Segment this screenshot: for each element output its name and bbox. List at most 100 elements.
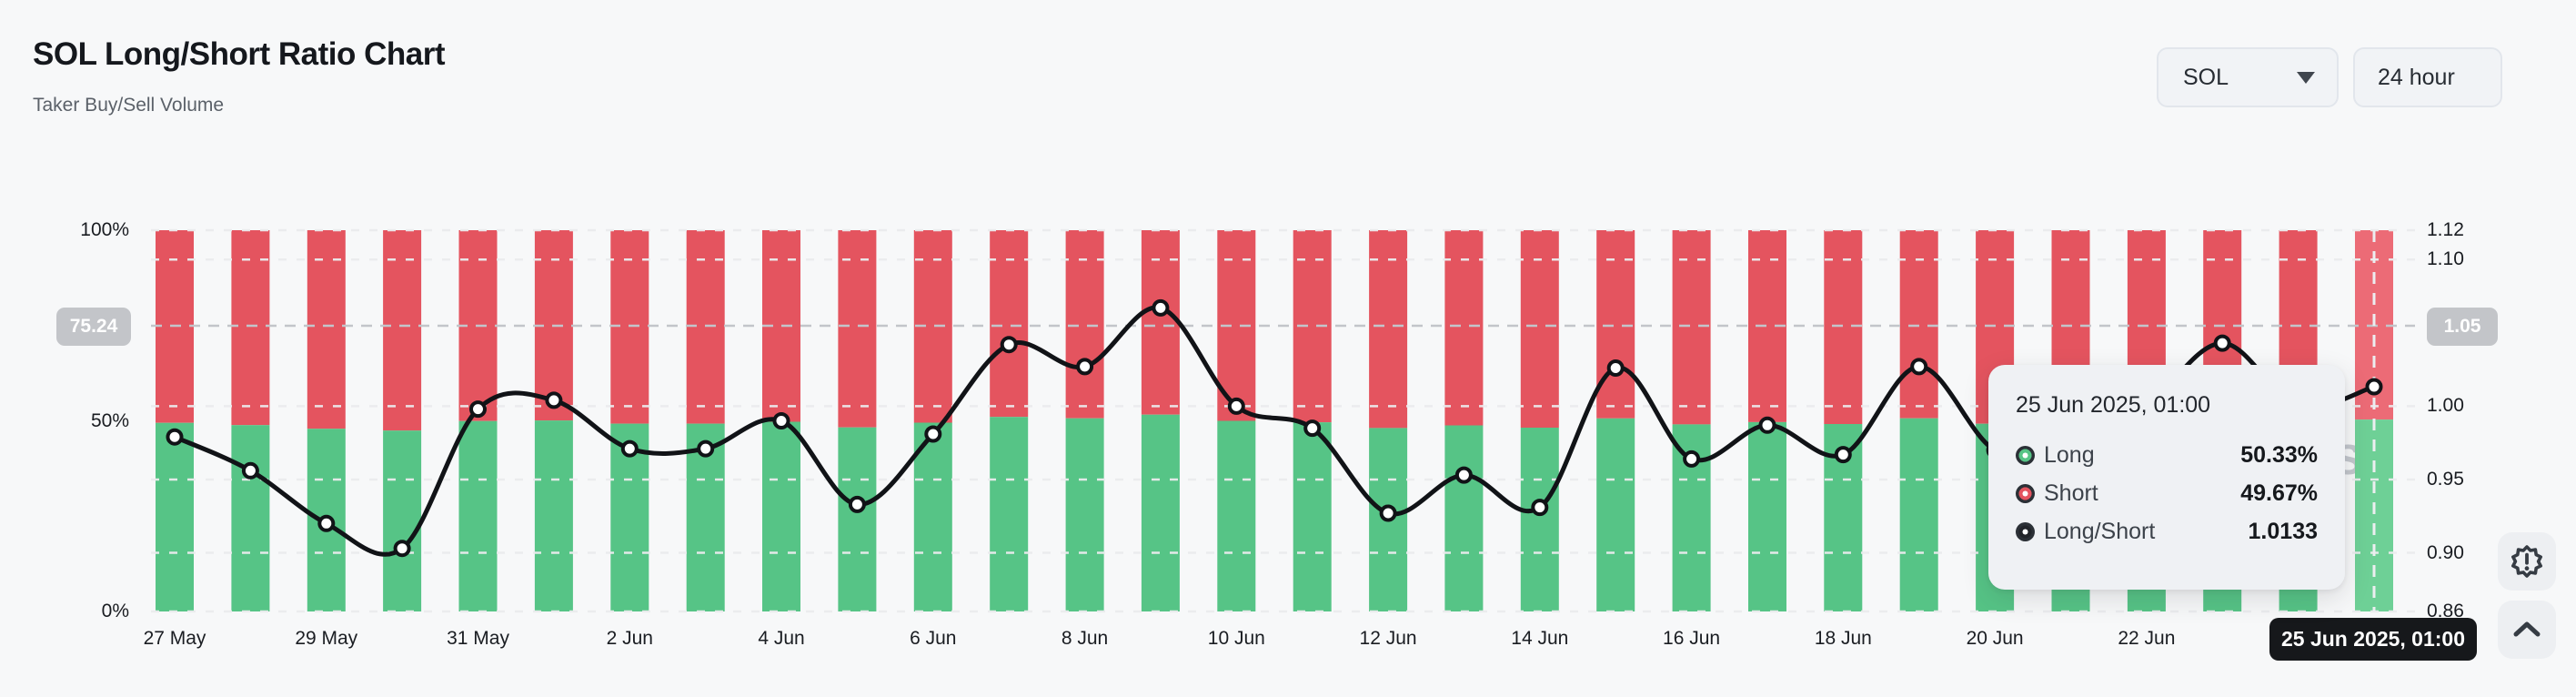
interval-select-value: 24 hour: [2378, 64, 2455, 90]
bar-short[interactable]: [1824, 230, 1863, 424]
tooltip-series-marker: [2016, 522, 2035, 541]
left-axis-tick: 50%: [90, 409, 129, 431]
chevron-up-down-icon: [2460, 62, 2484, 93]
x-axis-tick: 27 May: [143, 628, 206, 649]
ratio-point[interactable]: [620, 439, 639, 458]
bar-short[interactable]: [307, 230, 346, 429]
interval-select[interactable]: 24 hour: [2353, 47, 2502, 107]
ratio-point[interactable]: [166, 428, 184, 446]
bar-short[interactable]: [686, 230, 725, 424]
chart-tooltip: 25 Jun 2025, 01:00 Long 50.33% Short 49.67%…: [1988, 365, 2345, 590]
bar-long[interactable]: [1217, 420, 1256, 612]
bar-short[interactable]: [610, 230, 649, 424]
tooltip-series-marker: [2016, 446, 2035, 465]
bar-short[interactable]: [1141, 230, 1180, 415]
x-axis-tick: 10 Jun: [1207, 628, 1265, 649]
bar-short[interactable]: [838, 230, 877, 428]
ratio-point[interactable]: [924, 425, 942, 443]
alert-button[interactable]: [2498, 532, 2556, 591]
bar-long[interactable]: [913, 422, 952, 612]
bar-long[interactable]: [1899, 418, 1938, 611]
tooltip-series-value: 50.33%: [2240, 442, 2318, 468]
tooltip-series-label: Short: [2044, 480, 2098, 506]
ratio-point[interactable]: [1303, 419, 1322, 438]
ratio-point[interactable]: [241, 461, 259, 480]
x-axis-tick: 4 Jun: [758, 628, 805, 649]
ratio-point[interactable]: [1834, 446, 1852, 464]
bar-long[interactable]: [1141, 414, 1180, 611]
bar-short[interactable]: [231, 230, 270, 426]
bar-long[interactable]: [838, 427, 877, 611]
bar-long[interactable]: [231, 425, 270, 611]
bar-long[interactable]: [1748, 421, 1786, 611]
left-axis-tick: 0%: [101, 601, 129, 621]
x-axis-tick: 2 Jun: [606, 628, 653, 649]
ratio-point[interactable]: [848, 495, 866, 513]
ratio-point[interactable]: [1758, 416, 1776, 434]
bar-long[interactable]: [1065, 418, 1104, 611]
bar-long[interactable]: [156, 422, 194, 611]
right-axis-tick: 1.12: [2427, 219, 2464, 240]
ratio-point[interactable]: [1683, 450, 1701, 468]
bar-short[interactable]: [1065, 230, 1104, 419]
ratio-point[interactable]: [393, 540, 411, 558]
ratio-point[interactable]: [1076, 358, 1094, 376]
tooltip-series-label: Long: [2044, 442, 2095, 468]
bar-short[interactable]: [1672, 230, 1711, 425]
bar-long[interactable]: [1293, 422, 1332, 611]
page-subtitle: Taker Buy/Sell Volume: [33, 95, 225, 116]
ratio-point[interactable]: [1454, 466, 1473, 484]
ratio-point[interactable]: [1227, 397, 1245, 415]
right-axis-tick: 0.95: [2427, 468, 2464, 490]
bar-long[interactable]: [1596, 418, 1635, 611]
bar-short[interactable]: [990, 230, 1029, 418]
crosshair-date-label: 25 Jun 2025, 01:00: [2269, 618, 2477, 661]
ratio-point[interactable]: [697, 439, 715, 458]
bar-short[interactable]: [1444, 230, 1484, 426]
bar-long[interactable]: [1520, 428, 1559, 611]
ratio-point[interactable]: [317, 514, 336, 532]
x-axis-tick: 22 Jun: [2118, 628, 2176, 649]
ratio-point[interactable]: [1531, 499, 1549, 517]
tooltip-series-label: Long/Short: [2044, 519, 2156, 544]
bar-long[interactable]: [458, 420, 498, 611]
ratio-point[interactable]: [1152, 298, 1170, 317]
bar-short[interactable]: [1369, 230, 1408, 429]
ratio-point[interactable]: [469, 400, 487, 419]
crosshair-right-badge: 1.05: [2427, 308, 2498, 346]
bar-short[interactable]: [1520, 230, 1559, 428]
ratio-point[interactable]: [1000, 336, 1018, 354]
crosshair-left-badge: 75.24: [56, 308, 131, 346]
ratio-point[interactable]: [772, 412, 790, 429]
ratio-point[interactable]: [1910, 358, 1928, 376]
bar-long[interactable]: [1444, 425, 1484, 612]
ratio-point[interactable]: [1379, 504, 1397, 522]
ratio-point[interactable]: [2213, 334, 2231, 352]
ratio-point[interactable]: [545, 391, 563, 409]
ratio-point[interactable]: [1606, 359, 1625, 377]
tooltip-series-value: 1.0133: [2248, 519, 2318, 544]
alert-badge-icon: [2511, 545, 2542, 578]
x-axis-tick: 31 May: [447, 628, 509, 649]
tooltip-series-marker: [2016, 484, 2035, 503]
bar-long[interactable]: [2355, 419, 2393, 611]
bar-long[interactable]: [383, 430, 422, 611]
tooltip-title: 25 Jun 2025, 01:00: [2016, 392, 2211, 418]
bar-short[interactable]: [1899, 230, 1938, 419]
page-title: SOL Long/Short Ratio Chart: [33, 36, 446, 72]
bar-long[interactable]: [762, 421, 800, 612]
tooltip-row: Short 49.67%: [2016, 480, 2318, 507]
ratio-point[interactable]: [2365, 378, 2383, 396]
bar-short[interactable]: [1596, 230, 1635, 419]
tooltip-row: Long 50.33%: [2016, 442, 2318, 469]
bar-short[interactable]: [383, 230, 422, 431]
symbol-select[interactable]: SOL: [2157, 47, 2339, 107]
tooltip-row: Long/Short 1.0133: [2016, 519, 2318, 545]
x-axis-tick: 6 Jun: [910, 628, 957, 649]
collapse-button[interactable]: [2498, 601, 2556, 659]
x-axis-tick: 14 Jun: [1511, 628, 1569, 649]
bar-long[interactable]: [990, 417, 1029, 611]
right-axis-tick: 0.90: [2427, 541, 2464, 563]
tooltip-series-value: 49.67%: [2240, 480, 2318, 506]
bar-long[interactable]: [534, 420, 573, 611]
